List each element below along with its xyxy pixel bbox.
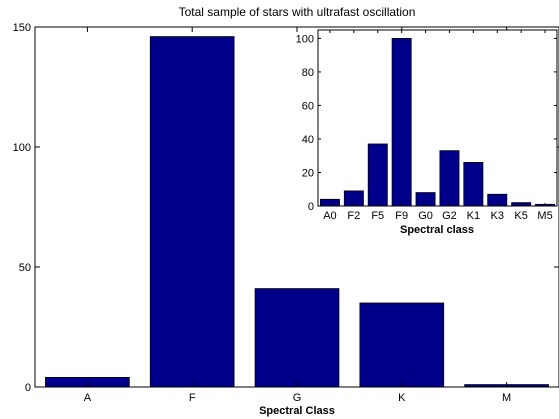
inset-axes-frame — [317, 29, 558, 207]
main-x-axis-title: Spectral Class — [259, 405, 335, 417]
main-y-tick-label: 0 — [25, 382, 31, 394]
inset-x-tick-label: A0 — [323, 210, 336, 222]
inset-y-tick-label: 20 — [302, 167, 314, 179]
main-x-tick-label: K — [398, 392, 406, 404]
inset-x-tick-label: F9 — [395, 210, 408, 222]
inset-bar-K1 — [463, 162, 484, 207]
main-x-tick-label: M — [502, 392, 511, 404]
inset-x-tick-label: M5 — [537, 210, 552, 222]
inset-x-tick-label: G0 — [418, 210, 433, 222]
main-x-tick-label: G — [293, 392, 302, 404]
inset-y-tick-label: 0 — [308, 201, 314, 213]
inset-x-tick-label: K3 — [491, 210, 504, 222]
inset-x-axis-title: Spectral class — [400, 224, 474, 236]
inset-chart: A0 F2 F5 F9 G0 G2 K1 K3 K5 M5 0 20 40 60 80 100 — [296, 29, 558, 222]
inset-y-tick-label: 80 — [302, 67, 314, 79]
inset-y-tick-label: 60 — [302, 100, 314, 112]
inset-x-tick-label: F2 — [347, 210, 360, 222]
inset-bar-G2 — [439, 150, 460, 207]
inset-x-tick-label: K5 — [514, 210, 527, 222]
inset-x-tick-label: G2 — [442, 210, 457, 222]
main-bar-G — [254, 288, 340, 388]
inset-y-tick-label: 100 — [296, 33, 314, 45]
main-x-tick-label: F — [189, 392, 196, 404]
main-y-tick-label: 150 — [13, 22, 31, 34]
main-bar-F — [149, 36, 235, 388]
inset-plot-area — [318, 30, 557, 206]
main-y-tick-label: 100 — [13, 142, 31, 154]
inset-y-tick-label: 40 — [302, 134, 314, 146]
inset-x-tick-label: F5 — [371, 210, 384, 222]
inset-bar-F9 — [391, 37, 412, 207]
inset-bar-F5 — [367, 143, 388, 207]
main-bar-K — [359, 302, 445, 388]
chart-title: Total sample of stars with ultrafast osc… — [179, 5, 416, 19]
main-y-tick-label: 50 — [19, 262, 31, 274]
inset-x-tick-label: K1 — [467, 210, 480, 222]
main-x-tick-label: A — [84, 392, 92, 404]
